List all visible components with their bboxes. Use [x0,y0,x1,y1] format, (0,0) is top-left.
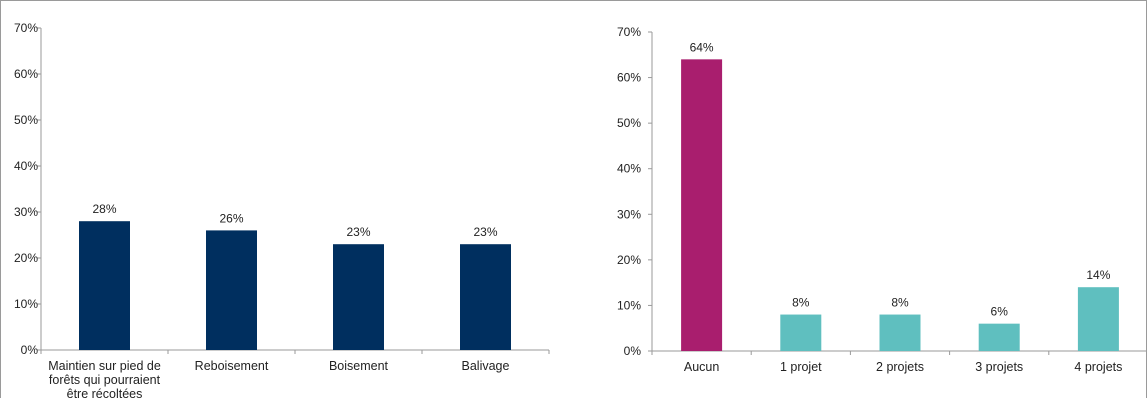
y-tick-label: 10% [14,297,38,311]
category-label: Maintien sur pied de [48,359,161,373]
y-tick-label: 30% [14,205,38,219]
category-label: 1 projet [780,360,822,374]
category-label: être récoltées [67,387,143,399]
data-label: 14% [1086,268,1110,282]
category-label: 4 projets [1074,360,1122,374]
y-tick-label: 50% [617,116,641,130]
bar [681,59,723,351]
data-label: 23% [473,225,497,239]
y-tick-label: 30% [617,207,641,221]
data-label: 26% [219,211,243,225]
data-label: 8% [891,296,909,310]
data-label: 8% [792,296,810,310]
data-label: 23% [346,225,370,239]
category-label: Boisement [329,359,389,373]
data-label: 28% [92,202,116,216]
category-label: 2 projets [876,360,924,374]
bar [79,221,130,350]
y-tick-label: 60% [617,71,641,85]
bar [333,244,384,350]
bar [1077,287,1119,351]
bar [460,244,511,350]
y-tick-label: 60% [14,67,38,81]
category-label: forêts qui pourraient [49,373,161,387]
y-tick-label: 0% [21,343,39,357]
bar [978,323,1020,351]
y-tick-label: 70% [617,25,641,39]
y-tick-label: 10% [617,298,641,312]
y-tick-label: 20% [617,253,641,267]
y-tick-label: 40% [14,159,38,173]
category-label: 3 projets [975,360,1023,374]
y-tick-label: 20% [14,251,38,265]
data-label: 64% [690,40,714,54]
bar [206,230,257,350]
category-label: Balivage [462,359,510,373]
bar [780,314,822,351]
y-tick-label: 70% [14,21,38,35]
y-tick-label: 40% [617,162,641,176]
data-label: 6% [991,305,1009,319]
y-tick-label: 50% [14,113,38,127]
category-label: Aucun [684,360,719,374]
y-tick-label: 0% [624,344,642,358]
bar [879,314,921,351]
category-label: Reboisement [195,359,269,373]
